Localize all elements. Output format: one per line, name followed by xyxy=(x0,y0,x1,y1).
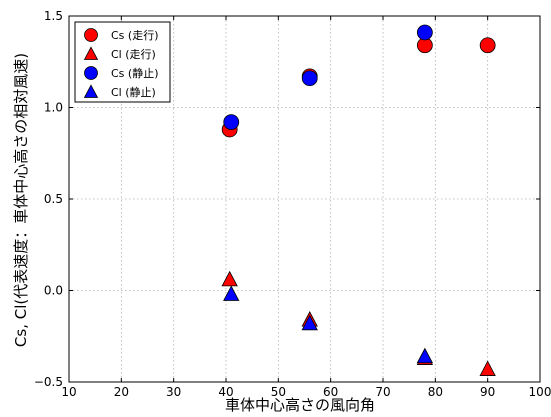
x-tick-label: 100 xyxy=(529,385,551,399)
legend-label: Cs (走行) xyxy=(111,29,159,42)
x-tick-label: 60 xyxy=(323,385,338,399)
axis-ticks: 10 20 30 40 50 60 70 80 90 100 −0.5 0.0 0.5 1.0 1.5 xyxy=(34,9,551,399)
legend-circle-marker xyxy=(84,28,98,42)
y-axis-title: Cs, Cl(代表速度：車体中心高さの相対風速) xyxy=(12,53,30,347)
data-point-circle xyxy=(223,114,240,131)
data-marks xyxy=(221,24,496,376)
data-point-circle xyxy=(301,70,318,87)
legend-label: Cs (静止) xyxy=(111,66,159,80)
data-point-triangle xyxy=(301,314,318,331)
x-tick-label: 20 xyxy=(114,385,129,399)
legend-triangle-marker xyxy=(83,46,99,60)
x-tick-label: 90 xyxy=(480,385,495,399)
data-point-circle xyxy=(416,24,433,41)
y-tick-label: 1.5 xyxy=(44,9,63,23)
data-point-triangle xyxy=(479,360,496,376)
x-tick-label: 70 xyxy=(375,385,390,399)
x-tick-label: 40 xyxy=(218,385,233,399)
x-axis-title: 車体中心高さの風向角 xyxy=(225,396,375,414)
x-tick-label: 30 xyxy=(166,385,181,399)
legend: Cs (走行) Cl (走行) Cs (静止) Cl (静止) xyxy=(74,21,171,103)
series-3 xyxy=(223,24,433,131)
data-point-circle xyxy=(479,37,496,54)
x-tick-label: 80 xyxy=(428,385,443,399)
legend-entry: Cl (走行) xyxy=(83,46,156,61)
legend-circle-marker xyxy=(84,66,98,80)
y-tick-label: 0.0 xyxy=(44,284,63,298)
x-tick-label: 10 xyxy=(61,385,76,399)
legend-triangle-marker xyxy=(83,84,99,98)
legend-entry: Cs (走行) xyxy=(84,28,159,42)
data-point-triangle xyxy=(223,285,240,301)
data-point-triangle xyxy=(221,270,238,287)
series-4 xyxy=(223,285,434,364)
legend-entry: Cl (静止) xyxy=(83,84,156,99)
data-point-triangle xyxy=(416,347,434,364)
y-tick-label: −0.5 xyxy=(34,375,63,389)
x-tick-label: 50 xyxy=(271,385,286,399)
legend-label: Cl (走行) xyxy=(111,48,156,61)
y-tick-label: 1.0 xyxy=(44,101,63,115)
legend-label: Cl (静止) xyxy=(111,85,156,99)
legend-entry: Cs (静止) xyxy=(84,66,159,80)
y-tick-label: 0.5 xyxy=(44,192,63,206)
